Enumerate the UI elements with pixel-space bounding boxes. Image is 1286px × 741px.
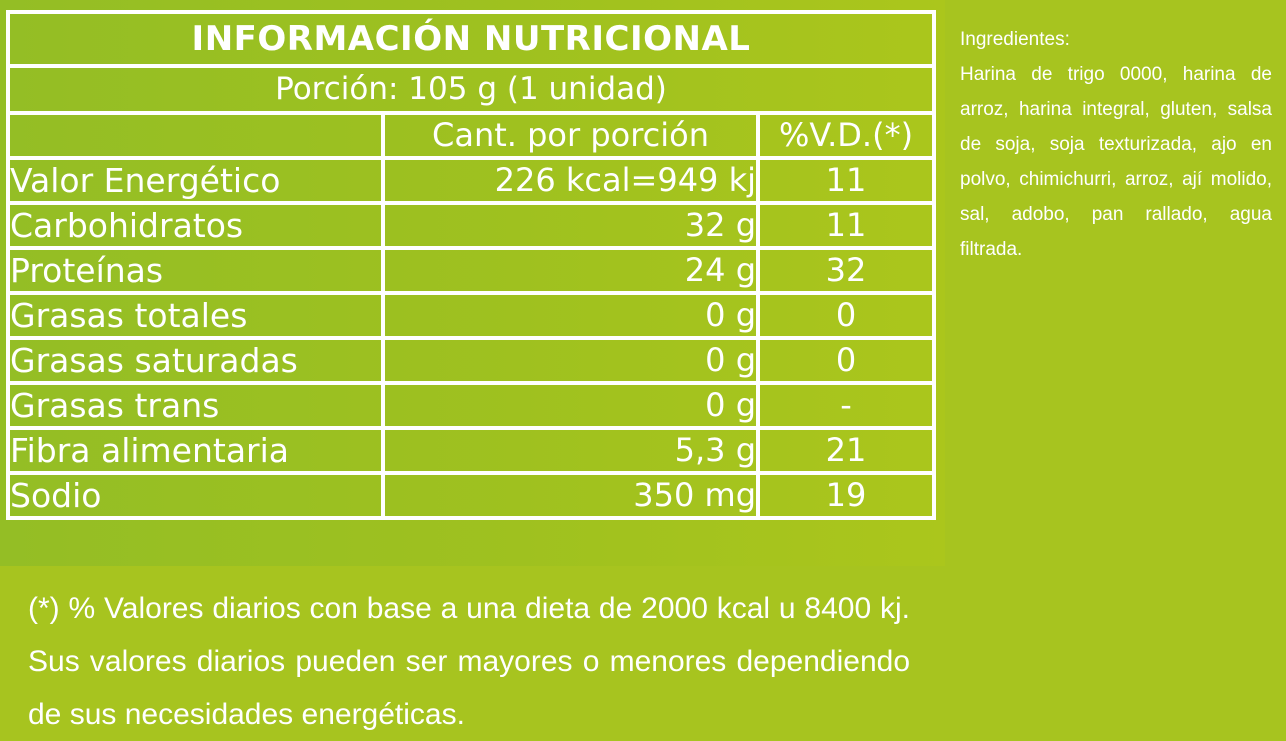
nutrient-amount: 0 g [381,336,760,385]
nutrient-dv: 11 [756,201,936,250]
nutrient-dv: 19 [756,471,936,520]
ingredients-block: Ingredientes: Harina de trigo 0000, hari… [960,22,1272,267]
nutrient-dv: 0 [756,336,936,385]
nutrient-amount: 5,3 g [381,426,760,475]
nutrient-amount: 350 mg [381,471,760,520]
nutrient-dv: 21 [756,426,936,475]
nutrient-name: Grasas saturadas [6,336,385,385]
nutrient-dv: 32 [756,246,936,295]
empty-header-cell [6,111,385,160]
table-row: Fibra alimentaria 5,3 g 21 [6,426,936,475]
amount-column-header: Cant. por porción [381,111,760,160]
nutrient-dv: - [756,381,936,430]
nutrient-amount: 32 g [381,201,760,250]
nutrient-name: Proteínas [6,246,385,295]
title-row: INFORMACIÓN NUTRICIONAL [6,10,936,68]
table-row: Valor Energético 226 kcal=949 kj 11 [6,156,936,205]
nutrition-table: INFORMACIÓN NUTRICIONAL Porción: 105 g (… [6,10,936,520]
nutrient-name: Grasas totales [6,291,385,340]
nutrient-amount: 0 g [381,381,760,430]
ingredients-text: Harina de trigo 0000, harina de arroz, h… [960,64,1272,260]
label-title: INFORMACIÓN NUTRICIONAL [6,10,936,68]
nutrient-dv: 0 [756,291,936,340]
nutrient-name: Sodio [6,471,385,520]
daily-value-footnote: (*) % Valores diarios con base a una die… [28,592,910,731]
portion-size: Porción: 105 g (1 unidad) [6,64,936,115]
nutrient-amount: 226 kcal=949 kj [381,156,760,205]
dv-column-header: %V.D.(*) [756,111,936,160]
table-row: Grasas saturadas 0 g 0 [6,336,936,385]
nutrient-name: Grasas trans [6,381,385,430]
nutrient-name: Carbohidratos [6,201,385,250]
portion-row: Porción: 105 g (1 unidad) [6,64,936,115]
nutrition-label: INFORMACIÓN NUTRICIONAL Porción: 105 g (… [0,0,945,566]
table-row: Carbohidratos 32 g 11 [6,201,936,250]
nutrient-name: Fibra alimentaria [6,426,385,475]
nutrient-amount: 24 g [381,246,760,295]
ingredients-title: Ingredientes: [960,29,1070,50]
header-row: Cant. por porción %V.D.(*) [6,111,936,160]
nutrient-name: Valor Energético [6,156,385,205]
nutrient-dv: 11 [756,156,936,205]
table-row: Proteínas 24 g 32 [6,246,936,295]
table-row: Sodio 350 mg 19 [6,471,936,520]
nutrient-amount: 0 g [381,291,760,340]
table-row: Grasas totales 0 g 0 [6,291,936,340]
table-row: Grasas trans 0 g - [6,381,936,430]
